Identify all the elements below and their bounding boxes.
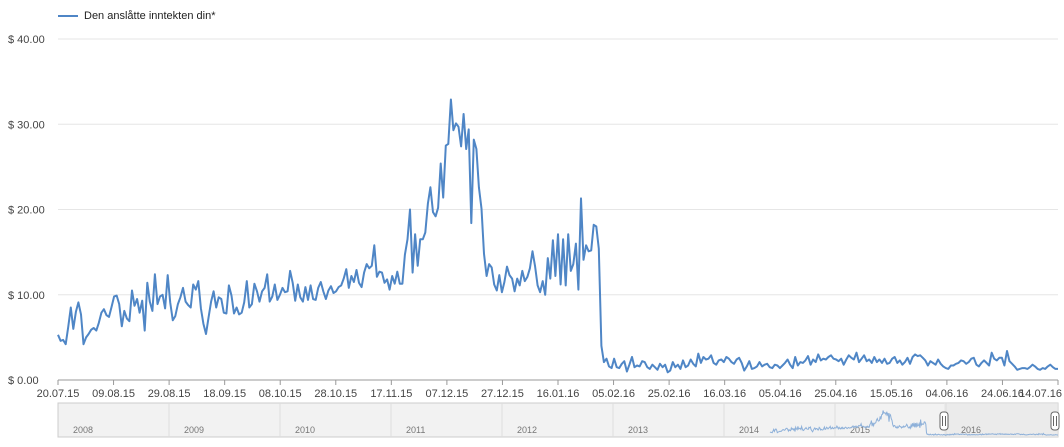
x-tick-label: 28.10.15 <box>314 388 357 400</box>
series-line[interactable] <box>57 98 1058 374</box>
y-axis: $ 0.00 $ 10.00 $ 20.00 $ 30.00 $ 40.00 <box>8 34 45 387</box>
navigator-year-label: 2008 <box>73 425 93 435</box>
navigator-year-label: 2013 <box>628 425 648 435</box>
navigator-year-label: 2010 <box>295 425 315 435</box>
legend[interactable]: Den anslåtte inntekten din* <box>58 10 215 22</box>
x-tick-label: 05.02.16 <box>592 388 635 400</box>
navigator-series-line <box>769 410 1058 436</box>
x-tick-label: 18.09.15 <box>203 388 246 400</box>
navigator-year-label: 2012 <box>517 425 537 435</box>
navigator-handle-right[interactable] <box>1050 411 1060 431</box>
y-tick-label: $ 30.00 <box>8 119 45 131</box>
x-tick-label: 20.07.15 <box>37 388 80 400</box>
x-tick-label: 25.02.16 <box>648 388 691 400</box>
x-tick-label: 25.04.16 <box>814 388 857 400</box>
x-axis: 20.07.15 09.08.15 29.08.15 18.09.15 08.10.15… <box>37 380 1062 400</box>
navigator-year-label: 2015 <box>850 425 870 435</box>
x-tick-label: 17.11.15 <box>370 388 412 400</box>
y-tick-label: $ 10.00 <box>8 290 45 302</box>
x-tick-label: 15.05.16 <box>870 388 913 400</box>
y-tick-label: $ 20.00 <box>8 205 45 217</box>
x-tick-label: 16.03.16 <box>703 388 746 400</box>
navigator[interactable]: 2008 2009 2010 2011 2012 2013 2014 2015 2016 <box>57 402 1060 438</box>
x-tick-label: 16.01.16 <box>537 388 580 400</box>
grid <box>58 38 1058 381</box>
x-tick-label: 07.12.15 <box>425 388 468 400</box>
x-tick-label: 29.08.15 <box>148 388 191 400</box>
navigator-year-label: 2014 <box>739 425 759 435</box>
x-tick-label: 24.06.16 <box>981 388 1024 400</box>
x-tick-label: 14.07.16 <box>1019 388 1062 400</box>
navigator-year-label: 2011 <box>406 425 425 435</box>
legend-swatch <box>58 15 78 17</box>
navigator-handle-left[interactable] <box>939 411 949 431</box>
x-tick-label: 27.12.15 <box>481 388 524 400</box>
x-tick-label: 05.04.16 <box>759 388 802 400</box>
navigator-background <box>57 402 1059 438</box>
plot-area <box>57 98 1058 374</box>
navigator-year-label: 2009 <box>184 425 204 435</box>
x-tick-label: 08.10.15 <box>259 388 302 400</box>
x-tick-label: 04.06.16 <box>925 388 968 400</box>
navigator-selected-range[interactable] <box>944 403 1058 437</box>
legend-label: Den anslåtte inntekten din* <box>84 10 216 22</box>
x-tick-label: 09.08.15 <box>92 388 135 400</box>
y-tick-label: $ 0.00 <box>8 375 39 387</box>
y-tick-label: $ 40.00 <box>8 34 45 46</box>
navigator-year-label: 2016 <box>961 425 981 435</box>
